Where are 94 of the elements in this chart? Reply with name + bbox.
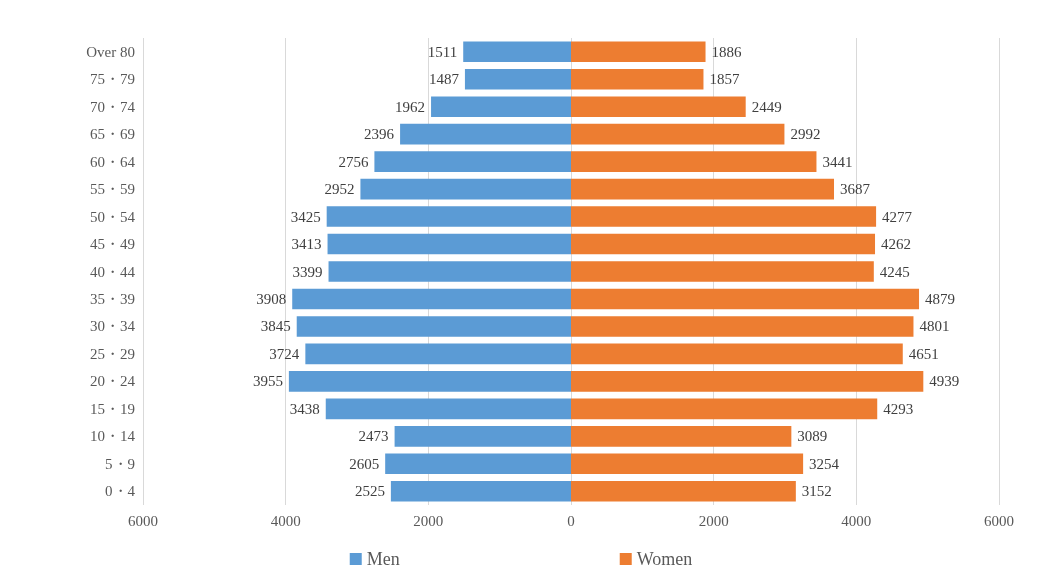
bar [571, 398, 878, 420]
data-label: 3254 [809, 455, 840, 472]
bar [571, 371, 924, 392]
bar [305, 343, 571, 365]
bar [394, 426, 571, 447]
y-tick-label: 50・54 [90, 208, 136, 225]
data-label: 4262 [881, 236, 912, 253]
y-tick-label: 10・14 [90, 428, 136, 445]
data-label: 3399 [292, 263, 323, 280]
data-label: 1886 [711, 43, 743, 60]
bar [571, 288, 920, 310]
x-tick-label: 4000 [270, 512, 301, 529]
bar [571, 261, 874, 282]
data-label: 2449 [751, 98, 782, 115]
bar [328, 261, 571, 282]
x-tick-label: 2000 [413, 512, 444, 529]
bar [571, 68, 704, 90]
bar [288, 371, 571, 392]
legend-label: Men [366, 549, 400, 569]
bar [571, 316, 914, 337]
bar [296, 316, 571, 337]
bar [463, 41, 571, 63]
y-tick-label: 15・19 [90, 400, 135, 417]
data-label: 2952 [324, 181, 355, 198]
x-tick-label: 2000 [698, 512, 729, 529]
y-tick-label: 65・69 [90, 126, 135, 143]
bar [571, 151, 817, 172]
data-label: 4939 [929, 373, 960, 390]
bar [571, 178, 835, 200]
y-tick-label: 55・59 [90, 181, 135, 198]
bar [571, 96, 746, 117]
data-label: 4245 [879, 263, 910, 280]
y-tick-label: 25・29 [90, 345, 135, 362]
x-tick-label: 4000 [841, 512, 872, 529]
bar [400, 123, 571, 145]
data-label: 3724 [269, 345, 300, 362]
data-label: 3687 [840, 181, 871, 198]
bar [325, 398, 571, 420]
data-label: 2756 [338, 153, 369, 170]
legend-label: Women [636, 549, 693, 569]
data-label: 2605 [349, 455, 380, 472]
y-tick-label: 70・74 [90, 98, 136, 115]
data-label: 1511 [427, 43, 458, 60]
y-tick-label: 40・44 [90, 263, 136, 280]
bar [431, 96, 571, 117]
data-label: 2525 [354, 483, 385, 500]
y-tick-label: Over 80 [86, 43, 135, 60]
data-label: 1962 [395, 98, 426, 115]
bar [571, 41, 706, 63]
bar [464, 68, 571, 90]
bar [571, 206, 877, 227]
y-tick-label: 5・9 [105, 455, 135, 472]
bar [390, 480, 571, 502]
x-tick-label: 6000 [984, 512, 1014, 529]
data-label: 2992 [790, 126, 821, 143]
data-label: 3955 [252, 373, 283, 390]
y-tick-label: 20・24 [90, 373, 136, 390]
y-tick-label: 75・79 [90, 71, 135, 88]
data-label: 3908 [256, 290, 287, 307]
data-label: 3441 [822, 153, 853, 170]
bar [571, 123, 785, 145]
data-label: 4879 [925, 290, 956, 307]
bar [571, 480, 796, 502]
x-tick-label: 6000 [128, 512, 158, 529]
bar [571, 453, 804, 475]
data-label: 3845 [260, 318, 291, 335]
y-tick-label: 60・64 [90, 153, 136, 170]
data-label: 2396 [364, 126, 395, 143]
bar [326, 206, 571, 227]
bar [571, 233, 876, 255]
y-tick-label: 35・39 [90, 290, 135, 307]
bar [385, 453, 571, 475]
y-tick-label: 0・4 [105, 483, 136, 500]
data-label: 3413 [291, 236, 322, 253]
data-label: 4801 [919, 318, 950, 335]
x-tick-label: 0 [567, 512, 575, 529]
data-label: 3089 [797, 428, 828, 445]
y-tick-label: 30・34 [90, 318, 136, 335]
bar [292, 288, 571, 310]
bar [327, 233, 571, 255]
data-label: 3152 [801, 483, 832, 500]
data-label: 4277 [882, 208, 913, 225]
bar [360, 178, 571, 200]
data-label: 1857 [709, 71, 740, 88]
data-label: 1487 [428, 71, 460, 88]
bar [571, 426, 792, 447]
data-label: 3438 [289, 400, 320, 417]
data-label: 4651 [908, 345, 939, 362]
bar [374, 151, 571, 172]
data-label: 3425 [290, 208, 321, 225]
data-label: 2473 [358, 428, 389, 445]
bar [571, 343, 903, 365]
data-label: 4293 [883, 400, 914, 417]
y-tick-label: 45・49 [90, 236, 135, 253]
